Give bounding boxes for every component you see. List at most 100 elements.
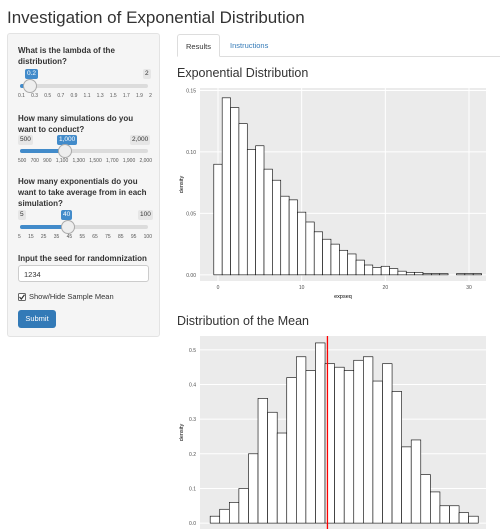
slider-tick-label: 1.5 bbox=[109, 93, 117, 99]
slider-handle[interactable] bbox=[23, 79, 37, 93]
histogram-bar bbox=[456, 273, 466, 276]
slider-tick-label: 100 bbox=[143, 234, 152, 240]
histogram-bar bbox=[213, 163, 223, 276]
slider-tick-label: 35 bbox=[53, 234, 60, 240]
histogram-bar bbox=[458, 512, 469, 524]
chart-title: Distribution of the Mean bbox=[177, 314, 310, 328]
exponentials-min: 5 bbox=[18, 210, 26, 220]
histogram-bar bbox=[315, 342, 326, 524]
y-tick-label: 0.10 bbox=[186, 150, 196, 156]
histogram-bar bbox=[382, 363, 393, 524]
chart-title: Exponential Distribution bbox=[177, 66, 309, 80]
histogram-bar bbox=[257, 398, 268, 524]
simulations-slider[interactable] bbox=[20, 144, 148, 158]
slider-tick-label: 1.9 bbox=[135, 93, 143, 99]
slider-tick-label: 0.9 bbox=[70, 93, 78, 99]
slider-tick-label: 65 bbox=[92, 234, 98, 240]
exponentials-label: How many exponentials do you want to tak… bbox=[18, 177, 147, 208]
slider-tick-label: 55 bbox=[79, 234, 85, 240]
slider-tick-label: 25 bbox=[40, 234, 47, 240]
histogram-bar bbox=[397, 270, 407, 276]
histogram-bar bbox=[209, 515, 221, 524]
exponentials-slider[interactable] bbox=[20, 220, 148, 234]
histogram-bar bbox=[391, 391, 402, 524]
slider-tick-label: 1.3 bbox=[96, 93, 104, 99]
slider-tick-label: 0.3 bbox=[31, 93, 39, 99]
histogram-bar bbox=[248, 453, 259, 524]
histogram-bar bbox=[372, 267, 382, 276]
x-tick-label: 30 bbox=[466, 285, 472, 291]
slider-tick-label: 1.1 bbox=[83, 93, 91, 99]
histogram-bar bbox=[420, 474, 431, 524]
y-tick-label: 0.0 bbox=[189, 521, 196, 527]
slider-tick-label: 900 bbox=[43, 158, 52, 164]
x-tick-label: 20 bbox=[383, 285, 389, 291]
simulations-label: How many simulations do you want to cond… bbox=[18, 114, 134, 134]
checkbox[interactable] bbox=[18, 292, 26, 301]
checkbox-label: Show/Hide Sample Mean bbox=[29, 292, 114, 301]
seed-input[interactable]: 1234 bbox=[18, 265, 149, 282]
slider-tick-label: 1,300 bbox=[72, 158, 85, 164]
histogram-bar bbox=[422, 273, 432, 276]
y-tick-label: 0.1 bbox=[189, 486, 196, 492]
slider-handle[interactable] bbox=[61, 220, 75, 234]
histogram-bar bbox=[364, 264, 374, 276]
slider-fill bbox=[20, 225, 68, 229]
histogram-bar bbox=[439, 273, 449, 276]
histogram-bar bbox=[305, 370, 316, 524]
y-tick-label: 0.00 bbox=[186, 273, 196, 279]
lambda-slider[interactable] bbox=[20, 79, 148, 93]
histogram-bar bbox=[355, 259, 365, 276]
histogram-bar bbox=[401, 446, 412, 524]
histogram-bar bbox=[430, 491, 441, 524]
slider-tick-label: 2,000 bbox=[139, 158, 152, 164]
page-title: Investigation of Exponential Distributio… bbox=[7, 8, 305, 27]
histogram-bar bbox=[221, 97, 231, 276]
tab-instructions[interactable]: Instructions bbox=[230, 41, 269, 50]
slider-tick-label: 1,500 bbox=[89, 158, 102, 164]
exponentials-value: 40 bbox=[61, 210, 73, 220]
lambda-ticks: 0.1 0.3 0.5 0.7 0.9 1.1 1.3 1.5 1.7 1.9 2 bbox=[18, 93, 152, 99]
histogram-bar bbox=[296, 356, 307, 524]
histogram-bar bbox=[449, 505, 460, 524]
y-tick-label: 0.2 bbox=[189, 452, 196, 458]
histogram-bar bbox=[276, 432, 288, 524]
submit-button[interactable]: Submit bbox=[18, 310, 56, 328]
histogram-bar bbox=[263, 168, 273, 276]
histogram-bar bbox=[229, 502, 240, 524]
histogram-bar bbox=[405, 272, 415, 276]
checkbox-row[interactable]: Show/Hide Sample Mean bbox=[18, 292, 114, 301]
slider-tick-label: 95 bbox=[130, 234, 137, 240]
histogram-bar bbox=[322, 238, 332, 276]
slider-tick-label: 1,100 bbox=[55, 158, 69, 164]
histogram-bar bbox=[410, 439, 422, 524]
histogram-bar bbox=[439, 505, 450, 524]
slider-tick-label: 5 bbox=[18, 234, 21, 240]
slider-tick-label: 45 bbox=[66, 234, 73, 240]
histogram-bar bbox=[272, 179, 282, 276]
slider-tick-label: 75 bbox=[105, 234, 111, 240]
tab-results[interactable]: Results bbox=[177, 34, 221, 57]
histogram-bar bbox=[267, 411, 278, 524]
x-tick-label: 0 bbox=[217, 285, 220, 291]
slider-tick-label: 500 bbox=[18, 158, 27, 164]
x-tick-label: 10 bbox=[299, 285, 305, 291]
lambda-value: 0.2 bbox=[25, 69, 39, 79]
histogram-bar bbox=[347, 253, 357, 276]
histogram-bar bbox=[219, 508, 230, 524]
histogram-bar bbox=[330, 243, 340, 276]
simulations-ticks: 500 700 900 1,100 1,300 1,500 1,700 1,900 2,000 bbox=[18, 158, 152, 164]
histogram-bar bbox=[431, 273, 441, 276]
y-axis-label: density bbox=[179, 176, 185, 194]
sidebar: What is the lambda of the distribution? … bbox=[7, 33, 160, 337]
histogram-bar bbox=[238, 488, 249, 524]
lambda-label: What is the lambda of the distribution? bbox=[18, 46, 115, 66]
lambda-max: 2 bbox=[143, 69, 151, 79]
y-tick-label: 0.4 bbox=[189, 383, 196, 389]
slider-tick-label: 0.5 bbox=[44, 93, 52, 99]
slider-handle[interactable] bbox=[58, 144, 72, 158]
histogram-bar bbox=[288, 199, 298, 276]
y-axis-label: density bbox=[179, 424, 185, 442]
histogram-bar bbox=[286, 377, 297, 524]
